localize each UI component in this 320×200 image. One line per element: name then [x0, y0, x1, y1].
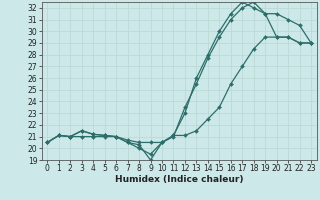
X-axis label: Humidex (Indice chaleur): Humidex (Indice chaleur) [115, 175, 244, 184]
